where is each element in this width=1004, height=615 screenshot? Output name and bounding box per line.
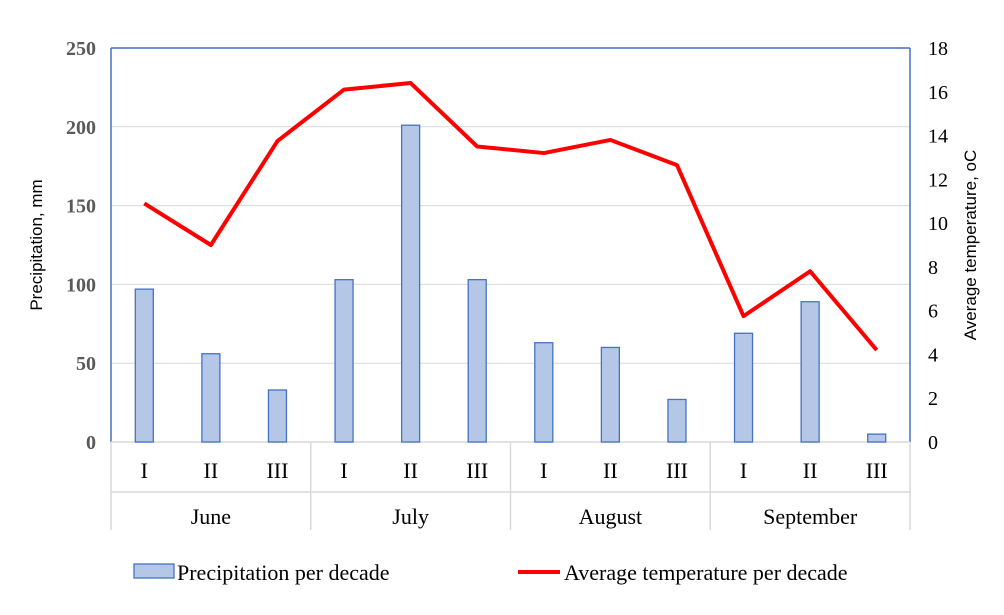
precipitation-bar bbox=[668, 399, 686, 442]
y2-tick-label: 8 bbox=[928, 257, 938, 279]
y2-tick-label: 10 bbox=[928, 213, 948, 235]
y2-tick-label: 14 bbox=[928, 126, 948, 148]
x-tick-label: II bbox=[403, 458, 418, 483]
y2-tick-label: 18 bbox=[928, 38, 948, 60]
precipitation-bar bbox=[601, 347, 619, 442]
x-tick-label: I bbox=[340, 458, 347, 483]
month-label: July bbox=[392, 504, 429, 529]
y-tick-label: 50 bbox=[76, 353, 96, 375]
y2-tick-label: 2 bbox=[928, 388, 938, 410]
precipitation-bar bbox=[335, 280, 353, 442]
y2-tick-label: 4 bbox=[928, 344, 938, 366]
x-tick-label: II bbox=[603, 458, 618, 483]
precipitation-bar bbox=[868, 434, 886, 442]
x-tick-label: III bbox=[466, 458, 488, 483]
x-tick-label: I bbox=[141, 458, 148, 483]
y2-tick-label: 12 bbox=[928, 169, 948, 191]
x-tick-label: III bbox=[866, 458, 888, 483]
y2-axis-title: Average temperature, oC bbox=[961, 150, 980, 341]
y2-tick-label: 0 bbox=[928, 432, 938, 454]
precipitation-bar bbox=[468, 280, 486, 442]
y2-tick-label: 16 bbox=[928, 82, 948, 104]
x-tick-label: III bbox=[266, 458, 288, 483]
legend-bar-swatch bbox=[134, 564, 174, 578]
y-tick-label: 100 bbox=[66, 274, 96, 296]
precipitation-bar bbox=[135, 289, 153, 442]
y-axis-title: Precipitation, mm bbox=[27, 179, 46, 310]
y-tick-label: 200 bbox=[66, 117, 96, 139]
y-tick-label: 250 bbox=[66, 38, 96, 60]
month-label: September bbox=[763, 504, 858, 529]
legend-label-precipitation: Precipitation per decade bbox=[177, 560, 390, 585]
x-tick-label: III bbox=[666, 458, 688, 483]
y-tick-label: 150 bbox=[66, 196, 96, 218]
month-label: August bbox=[579, 504, 643, 529]
x-tick-label: II bbox=[204, 458, 219, 483]
temperature-line bbox=[144, 83, 876, 350]
precipitation-bar bbox=[268, 390, 286, 442]
x-tick-label: I bbox=[540, 458, 547, 483]
precipitation-bar bbox=[202, 354, 220, 442]
precipitation-bar bbox=[535, 343, 553, 442]
precipitation-bar bbox=[735, 333, 753, 442]
precipitation-bar bbox=[801, 302, 819, 442]
y-tick-label: 0 bbox=[86, 432, 96, 454]
x-tick-label: I bbox=[740, 458, 747, 483]
legend-label-temperature: Average temperature per decade bbox=[564, 560, 848, 585]
month-label: June bbox=[191, 504, 231, 529]
y2-tick-label: 6 bbox=[928, 301, 938, 323]
x-tick-label: II bbox=[803, 458, 818, 483]
precipitation-bar bbox=[402, 125, 420, 442]
